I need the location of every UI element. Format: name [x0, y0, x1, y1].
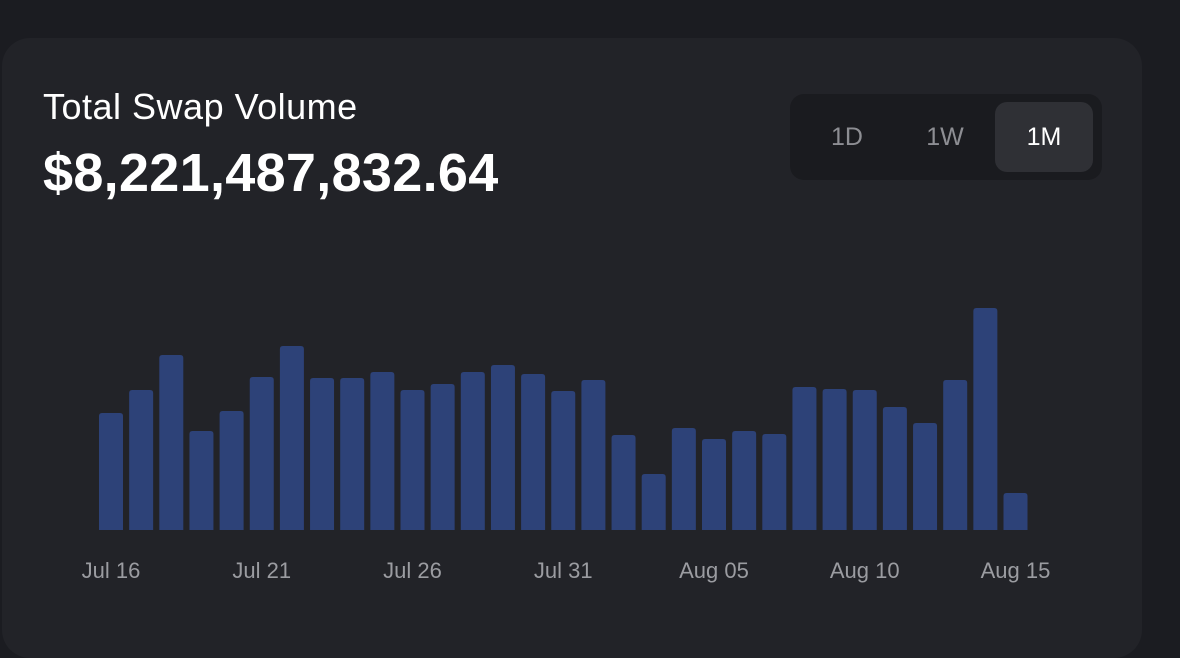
bar-aug-13[interactable] — [943, 380, 968, 530]
x-tick-label: Jul 16 — [82, 558, 141, 583]
bar-jul-30[interactable] — [521, 374, 546, 530]
range-option-1m[interactable]: 1M — [995, 102, 1093, 172]
swap-volume-bar-chart: Jul 16 Jul 21 Jul 26 Jul 31 Aug 05 Aug 10 Aug … — [82, 308, 1051, 583]
bar-aug-01[interactable] — [581, 380, 606, 530]
bar-aug-10[interactable] — [852, 390, 877, 530]
bar-jul-31[interactable] — [551, 391, 576, 530]
bar-jul-25[interactable] — [370, 372, 395, 530]
bar-aug-12[interactable] — [913, 423, 938, 530]
x-tick-label: Aug 15 — [981, 558, 1051, 583]
bar-jul-28[interactable] — [460, 372, 485, 530]
x-tick-label: Aug 10 — [830, 558, 900, 583]
total-swap-volume-value: $8,221,487,832.64 — [43, 143, 499, 203]
bar-jul-16[interactable] — [99, 413, 123, 530]
bar-jul-20[interactable] — [219, 411, 244, 530]
bar-aug-02[interactable] — [611, 435, 636, 530]
bar-aug-08[interactable] — [792, 387, 817, 530]
bar-aug-09[interactable] — [822, 389, 847, 530]
swap-volume-card: Total Swap Volume $8,221,487,832.64 1D 1… — [2, 38, 1142, 658]
range-option-1w[interactable]: 1W — [926, 122, 964, 151]
bar-jul-24[interactable] — [340, 378, 365, 530]
x-tick-label: Jul 21 — [232, 558, 291, 583]
x-tick-label: Jul 31 — [534, 558, 593, 583]
range-option-1d[interactable]: 1D — [831, 122, 863, 151]
bar-jul-21[interactable] — [249, 377, 274, 530]
bar-aug-04[interactable] — [671, 428, 696, 530]
bar-aug-06[interactable] — [732, 431, 757, 530]
bar-jul-26[interactable] — [400, 390, 425, 530]
bar-aug-11[interactable] — [882, 407, 907, 530]
bar-aug-03[interactable] — [641, 474, 666, 530]
bar-jul-23[interactable] — [310, 378, 335, 530]
bar-jul-22[interactable] — [279, 346, 304, 530]
bar-aug-05[interactable] — [702, 439, 726, 530]
bar-aug-07[interactable] — [762, 434, 787, 530]
bar-jul-29[interactable] — [490, 365, 515, 530]
bar-jul-27[interactable] — [430, 384, 455, 530]
time-range-selector: 1D 1W 1M — [790, 94, 1102, 180]
bar-aug-14[interactable] — [973, 308, 998, 530]
bar-jul-18[interactable] — [159, 355, 184, 530]
x-tick-label: Aug 05 — [679, 558, 749, 583]
card-title: Total Swap Volume — [43, 86, 358, 127]
bar-jul-19[interactable] — [189, 431, 214, 530]
bar-aug-15[interactable] — [1003, 493, 1028, 530]
bar-jul-17[interactable] — [129, 390, 154, 530]
x-tick-label: Jul 26 — [383, 558, 442, 583]
